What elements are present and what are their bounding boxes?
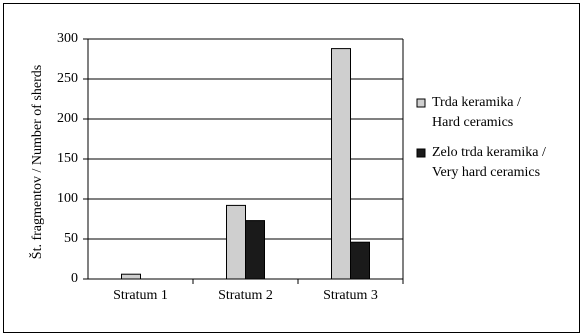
bar — [245, 220, 265, 280]
bar — [226, 204, 246, 280]
chart-frame — [3, 3, 580, 333]
legend-swatch — [416, 98, 426, 108]
y-tick-label: 100 — [57, 191, 78, 206]
y-tick-label: 0 — [71, 271, 78, 286]
x-category-label: Stratum 3 — [323, 288, 378, 303]
y-tick-label: 150 — [57, 151, 78, 166]
x-category-label: Stratum 2 — [218, 288, 273, 303]
bar — [121, 273, 141, 280]
legend-label: Trda keramika / — [432, 95, 521, 110]
y-axis-title: Št. fragmentov / Number of sherds — [28, 65, 45, 259]
legend: Trda keramika / Hard ceramics Zelo trda ke… — [416, 95, 546, 180]
axes — [83, 38, 404, 284]
legend-label: Very hard ceramics — [432, 165, 540, 180]
y-tick-label: 200 — [57, 111, 78, 126]
y-tick-label: 300 — [57, 31, 78, 46]
bar — [350, 241, 370, 280]
bars — [121, 48, 370, 280]
y-tick-label: 250 — [57, 71, 78, 86]
legend-swatch — [416, 148, 426, 158]
legend-label: Hard ceramics — [432, 115, 513, 130]
tick-labels: 0 50 100 150 200 250 300 Stratum 1 Stratum 2 Stra… — [57, 31, 378, 303]
y-tick-label: 50 — [64, 231, 78, 246]
x-category-label: Stratum 1 — [113, 288, 168, 303]
bar — [331, 48, 351, 280]
legend-label: Zelo trda keramika / — [432, 145, 546, 160]
